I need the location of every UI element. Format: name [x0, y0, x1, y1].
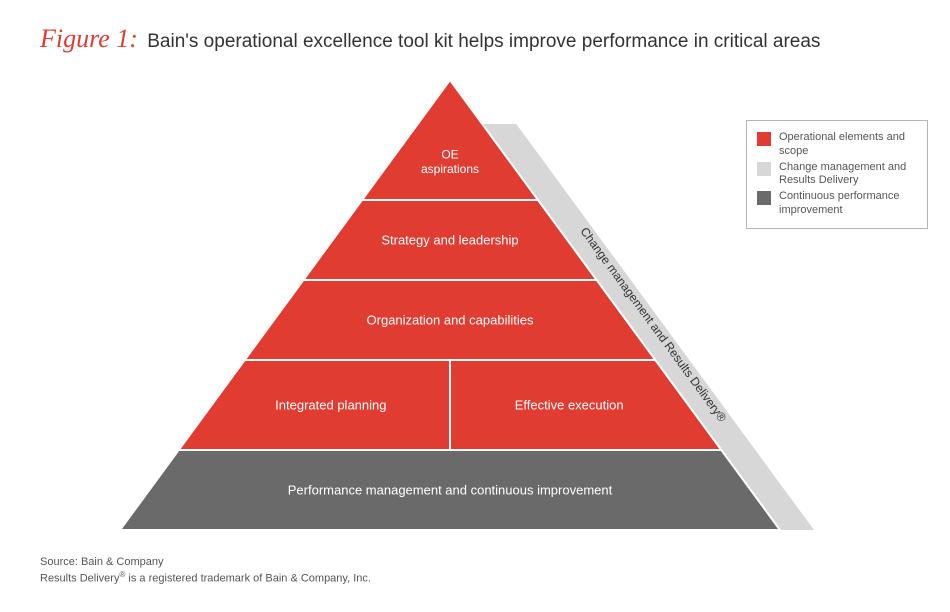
pyramid-label: Performance management and continuous im… [288, 483, 613, 498]
pyramid-label: OE [441, 148, 458, 162]
legend-swatch [757, 162, 771, 176]
figure-heading: Figure 1: Bain's operational excellence … [40, 24, 820, 54]
pyramid-label: Integrated planning [275, 398, 386, 413]
figure-title: Bain's operational excellence tool kit h… [147, 31, 820, 52]
legend-label: Continuous performance improvement [779, 190, 917, 218]
legend-row: Change management and Results Delivery [757, 161, 917, 189]
legend-row: Operational elements and scope [757, 131, 917, 159]
legend-swatch [757, 191, 771, 205]
pyramid-label: Effective execution [515, 398, 624, 413]
footnotes: Source: Bain & Company Results Delivery®… [40, 555, 371, 586]
pyramid-label: Strategy and leadership [381, 233, 518, 248]
pyramid-diagram: Change management and Results Delivery®O… [80, 70, 820, 540]
pyramid-label: Organization and capabilities [367, 313, 534, 328]
legend-swatch [757, 132, 771, 146]
legend-label: Operational elements and scope [779, 131, 917, 159]
figure-number-label: Figure 1: [40, 24, 138, 53]
footnote-source: Source: Bain & Company [40, 555, 371, 570]
pyramid-svg: Change management and Results Delivery®O… [80, 70, 820, 540]
legend-label: Change management and Results Delivery [779, 161, 917, 189]
footnote-trademark: Results Delivery® is a registered tradem… [40, 570, 371, 587]
pyramid-label: aspirations [421, 162, 479, 176]
legend-row: Continuous performance improvement [757, 190, 917, 218]
legend-box: Operational elements and scopeChange man… [746, 120, 928, 229]
